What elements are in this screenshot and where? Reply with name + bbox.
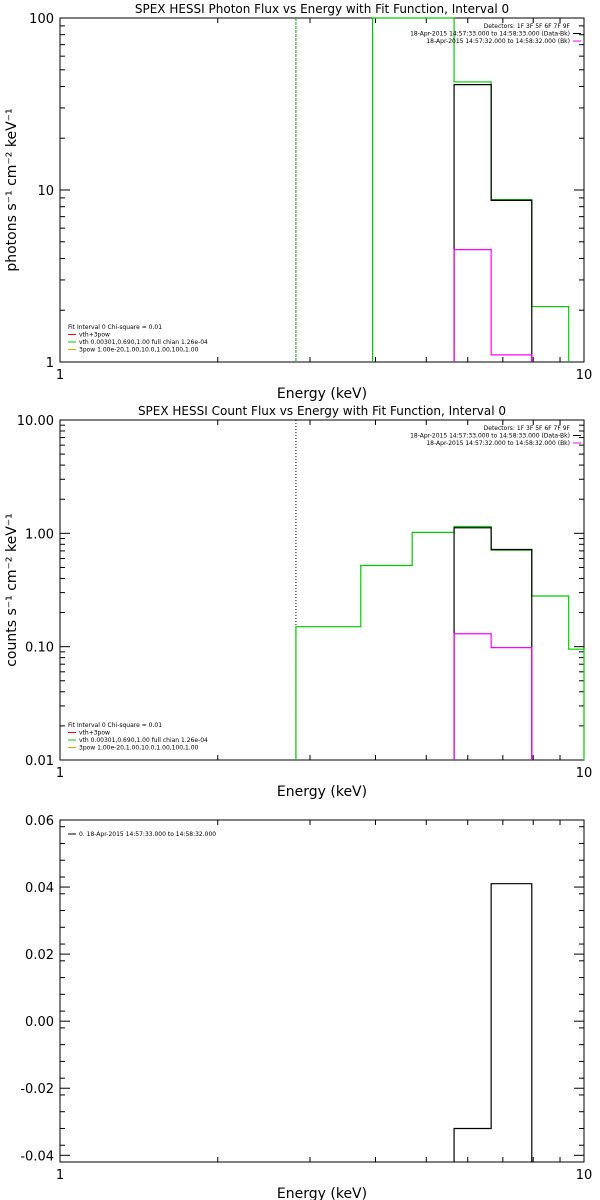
chart-panel-1: 1 10 1 10 100 SPEX HESSI Photon Flux vs Energ… [4,2,592,402]
chart-panel-2: 1 10 0.01 0.10 1.00 10.00 SPEX HESSI Count Flu… [4,404,592,800]
legend-right-entry: 18-Apr-2015 14:57:33.000 to 14:58:33.000… [410,433,570,440]
legend-left-entry: 0. 18-Apr-2015 14:57:33.000 to 14:58:32.… [79,831,216,838]
x-tick-label: 10 [576,368,593,383]
y-axis-label: photons s⁻¹ cm⁻² keV⁻¹ [4,108,20,271]
chart-title: SPEX HESSI Photon Flux vs Energy with Fi… [135,2,509,16]
y-tick-label: 0.04 [25,881,54,896]
legend-left-entry: vth+3pow [79,730,110,737]
x-axis-label: Energy (keV) [277,386,367,402]
legend-left-entry: vth 0.00301,0.690,1.00 full chian 1.26e-… [79,339,208,346]
legend-left-entry: vth+3pow [79,332,110,339]
legend-left-entry: Fit Interval 0 Chi-square = 0.01 [68,722,162,729]
chart-panel-3: 1 10 -0.04 -0.02 0.00 0.02 0.04 0.06 Energy (keV… [20,814,592,1200]
y-tick-label: 100 [29,12,54,27]
y-tick-label: 10 [37,184,54,199]
histogram-series-3 [453,249,533,362]
legend-right-entry: 18-Apr-2015 14:57:33.000 to 14:58:33.000… [410,31,570,38]
histogram-series-2 [453,84,533,362]
y-tick-label: 0.06 [25,814,54,829]
plot-frame [59,819,585,1163]
x-tick-label: 1 [56,1168,64,1183]
x-tick-label: 10 [576,766,593,781]
y-tick-label: 1.00 [25,527,54,542]
y-tick-label: 0.10 [25,641,54,656]
legend-right-entry: Detectors: 1F 3F 5F 6F 7F 9F [484,425,571,432]
plot-frame [59,17,585,363]
legend-left-entry: 3pow 1.00e-20,1.00,10.0,1.00,100,1.00 [79,745,199,752]
x-tick-label: 1 [56,368,64,383]
y-tick-label: 10.00 [17,414,54,429]
y-tick-label: 0.00 [25,1015,54,1030]
y-tick-label: 1 [46,356,54,371]
histogram-series-1 [295,525,585,760]
legend-left-entry: vth 0.00301,0.690,1.00 full chian 1.26e-… [79,737,208,744]
y-tick-label: -0.04 [20,1149,54,1164]
y-tick-label: -0.02 [20,1082,54,1097]
x-axis-label: Energy (keV) [277,1186,367,1200]
x-axis-label: Energy (keV) [277,784,367,800]
plot-frame [59,419,585,761]
histogram-series-3 [453,633,533,760]
legend-right-entry: 18-Apr-2015 14:57:32.000 to 14:58:32.000… [426,38,570,45]
y-tick-label: 0.01 [25,754,54,769]
legend-right-entry: Detectors: 1F 3F 5F 6F 7F 9F [484,23,571,30]
chart-title: SPEX HESSI Count Flux vs Energy with Fit… [138,404,506,418]
legend-left-entry: 3pow 1.00e-20,1.00,10.0,1.00,100,1.00 [79,347,199,354]
x-tick-label: 10 [576,1168,593,1183]
x-tick-label: 1 [56,766,64,781]
y-axis-label: counts s⁻¹ cm⁻² keV⁻¹ [4,513,20,667]
histogram-series-1 [453,883,533,1162]
y-tick-label: 0.02 [25,948,54,963]
legend-right-entry: 18-Apr-2015 14:57:32.000 to 14:58:32.000… [426,440,570,447]
histogram-series-2 [453,527,533,760]
histogram-series-1 [372,17,570,362]
legend-left-entry: Fit Interval 0 Chi-square = 0.01 [68,324,162,331]
